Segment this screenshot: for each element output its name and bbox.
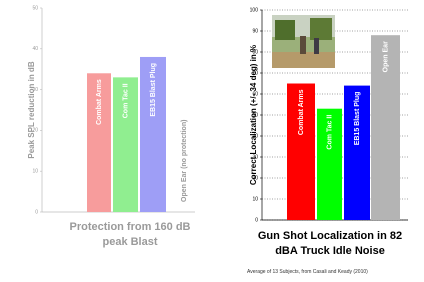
photo	[272, 15, 335, 68]
y-tick-label: 10	[252, 196, 258, 202]
y-axis-label: Correct Localization (+/- 34 deg) in %	[249, 45, 258, 185]
bar-label: Open Ear	[382, 41, 389, 72]
slide: 01020304050Peak SPL reduction in dBComba…	[0, 0, 424, 282]
bar-label: EB15 Blast Plug	[354, 92, 361, 146]
y-tick-label: 0	[35, 209, 38, 215]
y-tick-label: 40	[32, 46, 38, 52]
bar-label: Combat Arms	[298, 89, 305, 135]
bar-label: Open Ear (no protection)	[181, 120, 188, 202]
footnote: Average of 13 Subjects, from Casali and …	[247, 269, 368, 275]
y-tick-label: 10	[32, 169, 38, 175]
bar-label: Com Tac II	[326, 115, 333, 150]
bar-label: Com Tac II	[122, 83, 129, 118]
bar-label: Combat Arms	[96, 79, 103, 125]
y-tick-label: 50	[32, 5, 38, 11]
y-tick-label: 100	[250, 7, 259, 13]
bar-label: EB15 Blast Plug	[150, 63, 157, 117]
chart-title: Gun Shot Localization in 82 dBA Truck Id…	[250, 229, 410, 259]
y-tick-label: 90	[252, 28, 258, 34]
chart-title: Protection from 160 dB peak Blast	[62, 220, 198, 250]
y-tick-label: 0	[255, 217, 258, 223]
y-axis-label: Peak SPL reduction in dB	[27, 61, 36, 158]
